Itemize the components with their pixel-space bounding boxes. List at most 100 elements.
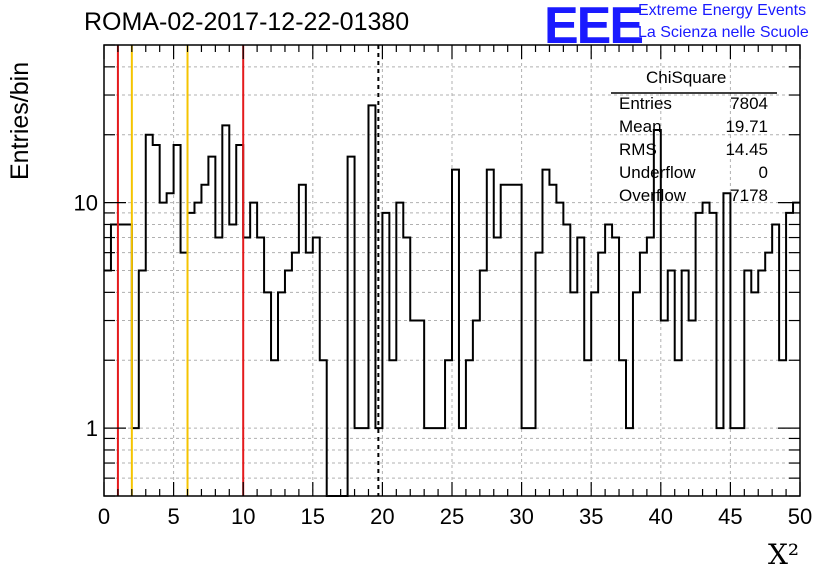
histogram-bin [723,193,730,496]
x-tick-label: 30 [509,504,533,529]
histogram-bin [160,203,167,496]
stat-mean-value: 19.71 [725,117,768,136]
histogram-bin [153,145,160,496]
histogram-bin [229,224,236,496]
histogram-bin [257,238,264,496]
chart-title: ROMA-02-2017-12-22-01380 [84,8,410,36]
histogram-bin [501,185,508,496]
stat-mean-label: Mean [619,117,662,136]
histogram-bin [751,292,758,496]
histogram-bin [696,213,703,496]
histogram-bin [682,271,689,497]
histogram-bin [139,271,146,497]
histogram-bin [174,145,181,496]
histogram-bin [765,253,772,496]
histogram-bin [292,253,299,496]
histogram-bin [668,271,675,497]
histogram-bin [758,271,765,497]
eee-logo: EEE [544,0,644,55]
histogram-bin [236,145,243,496]
histogram-bin [306,253,313,496]
stat-entries-label: Entries [619,94,672,113]
histogram-bin [654,130,661,496]
histogram-bin [181,253,188,496]
histogram-bin [299,185,306,496]
stat-underflow-value: 0 [758,163,768,182]
histogram-bin [633,292,640,496]
histogram-bin [355,428,362,496]
stat-entries-value: 7804 [730,94,768,113]
y-axis-ticks: 1 10 [74,44,800,497]
stat-rms-label: RMS [619,140,657,159]
histogram-bin [675,360,682,496]
histogram-bin [710,213,717,496]
histogram-bin [215,238,222,496]
histogram-bin [125,224,132,496]
histogram-bin [320,360,327,496]
y-tick-label: 1 [86,416,98,441]
histogram-bin [382,213,389,496]
x-tick-label: 25 [440,504,464,529]
stat-rms-value: 14.45 [725,140,768,159]
histogram-bin [466,360,473,496]
histogram-bin [368,105,375,496]
histogram-bin [640,253,647,496]
x-tick-label: 10 [231,504,255,529]
histogram-bin [605,224,612,496]
histogram-bin [431,428,438,496]
histogram-bin [132,428,139,496]
histogram-bin [201,185,208,496]
histogram-bin [549,185,556,496]
histogram-bin [278,292,285,496]
histogram-bin [772,224,779,496]
histogram-bin [487,170,494,496]
histogram-bin [744,271,751,497]
histogram-bin [556,203,563,496]
histogram-bin [313,238,320,496]
histogram-bin [417,321,424,496]
histogram-bin [285,271,292,497]
x-tick-label: 0 [98,504,110,529]
stat-underflow-label: Underflow [619,163,696,182]
histogram-bin [389,360,396,496]
x-tick-label: 40 [649,504,673,529]
histogram-bin [591,292,598,496]
x-tick-label: 5 [167,504,179,529]
histogram-bin [737,428,744,496]
histogram-bin [480,271,487,497]
histogram-bin [570,292,577,496]
histogram-bin [542,170,549,496]
histogram-bin [473,321,480,496]
histogram-bin [104,271,111,497]
histogram-bin [424,428,431,496]
histogram-outline [104,104,800,497]
histogram-bin [348,157,355,496]
histogram-bin [146,135,153,496]
stat-overflow-label: Overflow [619,186,687,205]
histogram-bin [689,321,696,496]
stats-title: ChiSquare [646,68,727,87]
histogram-bin [118,224,125,496]
histogram-bin [208,157,215,496]
logo-line-1: Extreme Energy Events [638,2,807,19]
logo-line-2: La Scienza nelle Scuole [638,24,809,41]
histogram-bin [536,253,543,496]
histogram-bin [716,428,723,496]
histogram-bin [612,238,619,496]
histogram-bin [703,203,710,496]
histogram-bin [243,238,250,496]
histogram-bin [362,428,369,496]
histogram-bin [626,428,633,496]
histogram-bin [730,428,737,496]
histogram-bin [167,193,174,496]
histogram-bin [271,360,278,496]
x-tick-label: 20 [370,504,394,529]
histogram-bin [459,428,466,496]
histogram-bin [786,213,793,496]
x-axis-label: X² [768,538,800,571]
reference-lines [116,45,380,496]
histogram-bin [577,238,584,496]
histogram-bin [222,125,229,496]
histogram-bin [522,428,529,496]
